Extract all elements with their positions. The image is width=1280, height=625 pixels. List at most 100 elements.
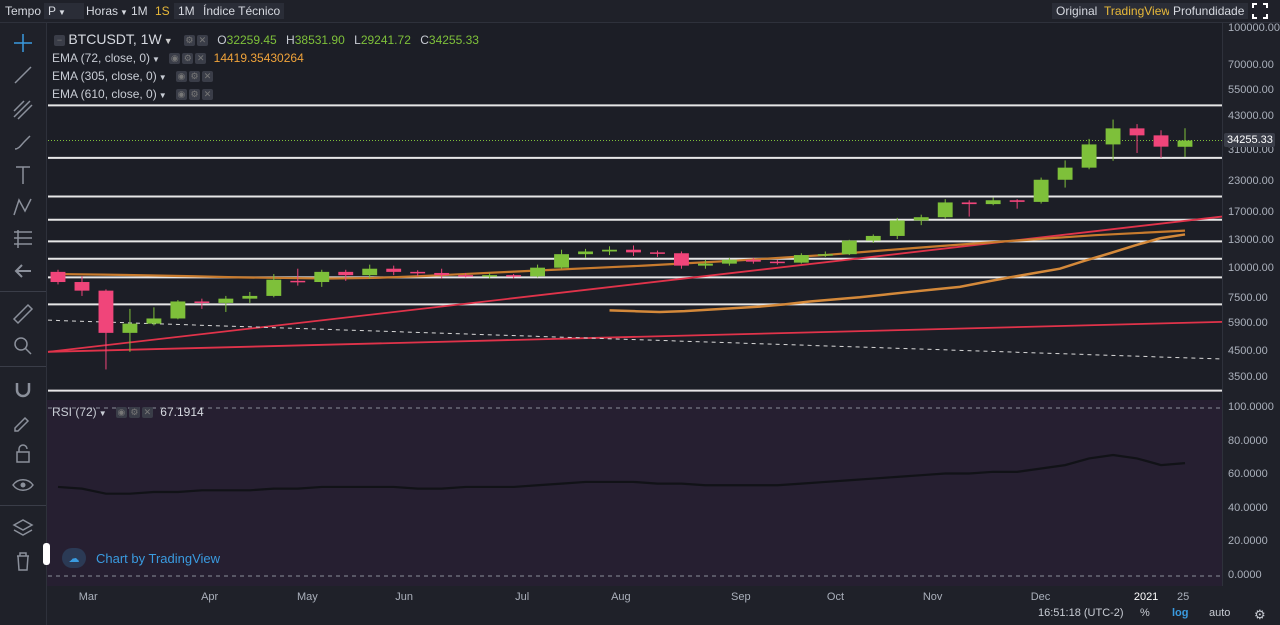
chevron-down-icon[interactable]: ▼ [163,36,173,46]
high-value: 38531.90 [294,33,345,47]
close-value: 34255.33 [428,33,479,47]
time-axis[interactable] [47,586,1280,625]
tradingview-watermark[interactable]: ☁ Chart by TradingView [62,548,220,568]
price-axis-label: 7500.00 [1228,291,1268,304]
price-axis-label: 23000.00 [1228,174,1274,187]
pitchfork-icon[interactable] [8,97,38,121]
settings-icon[interactable]: ⚙ [188,71,200,83]
text-tool-icon[interactable] [8,163,38,187]
last-price-tag: 34255.33 [1224,133,1275,147]
rsi-label[interactable]: RSI (72) [52,405,97,419]
view-depth-tab[interactable]: Profundidade [1169,3,1249,19]
price-axis-label: 43000.00 [1228,109,1274,122]
log-toggle[interactable]: log [1172,607,1189,619]
percent-toggle[interactable]: % [1140,607,1150,619]
eye-icon[interactable]: ◉ [169,53,181,65]
toolbar-divider [0,505,46,506]
ema-305-legend[interactable]: EMA (305, close, 0) ▼ ◉ ⚙ ✕ [52,69,213,83]
ema-610-label[interactable]: EMA (610, close, 0) [52,87,157,101]
fullscreen-icon[interactable] [1252,3,1270,19]
price-axis-label: 55000.00 [1228,84,1274,97]
rsi-axis-label: 40.0000 [1228,501,1268,514]
close-icon[interactable]: ✕ [201,71,213,83]
indicators-button[interactable]: Índice Técnico [199,3,285,19]
eye-icon[interactable] [8,473,38,497]
settings-icon[interactable]: ⚙ [182,53,194,65]
eye-icon[interactable]: ◉ [175,71,187,83]
view-original-tab[interactable]: Original [1052,3,1102,19]
view-tradingview-tab[interactable]: TradingView [1100,3,1175,19]
chevron-down-icon[interactable]: ▼ [158,91,167,100]
trend-line-icon[interactable] [8,63,38,87]
watermark-text[interactable]: Chart by TradingView [96,550,221,566]
time-axis-label: Aug [611,591,631,603]
ruler-icon[interactable] [8,301,38,325]
collapse-icon[interactable]: − [54,35,65,47]
rsi-axis-label: 0.0000 [1228,569,1262,581]
close-icon[interactable]: ✕ [196,35,208,47]
cloud-icon: ☁ [62,548,86,568]
settings-icon[interactable]: ⚙ [188,89,200,101]
price-axis-label: 13000.00 [1228,234,1274,247]
tempo-label: Tempo [5,4,42,18]
close-key: C [420,33,429,47]
crosshair-icon[interactable] [8,31,38,55]
time-axis-label: May [296,591,318,603]
interval-unit-select[interactable]: Horas ▼ [86,3,128,19]
interval-1s-button[interactable]: 1S [155,4,170,18]
ema-305-label[interactable]: EMA (305, close, 0) [52,69,157,83]
chevron-down-icon[interactable]: ▼ [158,73,167,82]
price-axis-label: 17000.00 [1228,206,1274,219]
trash-icon[interactable] [8,549,38,573]
high-key: H [286,33,295,47]
drawing-toolbar [0,23,47,625]
settings-icon[interactable]: ⚙ [128,407,140,419]
close-icon[interactable]: ✕ [201,89,213,101]
rsi-pane[interactable] [47,400,1222,588]
price-axis-label: 4500.00 [1228,344,1268,357]
price-axis-label: 70000.00 [1228,59,1274,72]
interval-1m-month-button[interactable]: 1M [174,3,199,19]
ema-72-value: 14419.35430264 [213,51,304,65]
symbol-title[interactable]: BTCUSDT, 1W [68,31,162,47]
chart-type-value: P [48,4,57,18]
gear-icon[interactable]: ⚙ [1254,607,1266,622]
fib-retracement-icon[interactable] [8,227,38,251]
price-axis[interactable] [1222,23,1280,603]
zoom-icon[interactable] [8,333,38,357]
time-axis-label: Mar [78,591,98,603]
rsi-axis-label: 20.0000 [1228,535,1268,548]
rsi-legend[interactable]: RSI (72) ▼ ◉ ⚙ ✕ 67.1914 [52,405,204,419]
time-axis-label: 25 [1177,591,1190,603]
rsi-axis-label: 80.0000 [1228,434,1268,447]
back-arrow-icon[interactable] [8,259,38,283]
toolbar-divider [0,291,46,292]
ema-72-label[interactable]: EMA (72, close, 0) [52,51,151,65]
pane-resize-handle[interactable] [43,543,50,565]
lock-icon[interactable] [8,441,38,465]
pattern-icon[interactable] [8,195,38,219]
price-axis-label: 5900.00 [1228,316,1268,329]
low-key: L [354,33,361,47]
pencil-lock-icon[interactable] [8,409,38,433]
close-icon[interactable]: ✕ [195,53,207,65]
low-value: 29241.72 [360,33,411,47]
settings-icon[interactable]: ⚙ [183,35,195,47]
auto-toggle[interactable]: auto [1209,607,1231,619]
brush-icon[interactable] [8,131,38,155]
symbol-legend: − BTCUSDT, 1W ▼ ⚙ ✕ O32259.45 H38531.90 L2… [52,31,479,47]
eye-icon[interactable]: ◉ [115,407,127,419]
chevron-down-icon[interactable]: ▼ [152,55,160,64]
close-icon[interactable]: ✕ [141,407,153,419]
eye-icon[interactable]: ◉ [175,89,187,101]
rsi-value: 67.1914 [160,405,204,419]
magnet-icon[interactable] [8,377,38,401]
chevron-down-icon[interactable]: ▼ [98,409,107,418]
layers-icon[interactable] [8,515,38,539]
ema-610-legend[interactable]: EMA (610, close, 0) ▼ ◉ ⚙ ✕ [52,87,213,101]
clock-readout: 16:51:18 (UTC-2) [1038,607,1124,619]
chart-type-select[interactable]: P ▼ [44,3,84,19]
ema-72-legend[interactable]: EMA (72, close, 0) ▼ ◉ ⚙ ✕ 14419.35430264 [52,51,304,65]
interval-1m-button[interactable]: 1M [131,4,148,18]
time-axis-label: Oct [826,591,845,603]
